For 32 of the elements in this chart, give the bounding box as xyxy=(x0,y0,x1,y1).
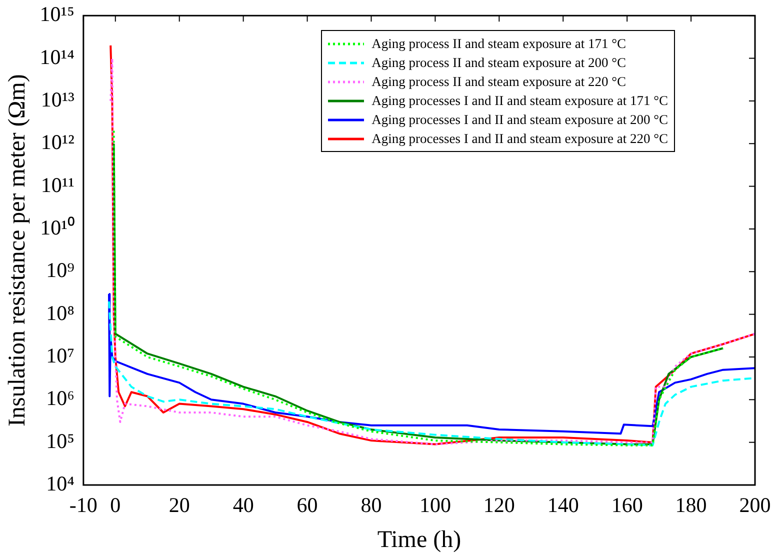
x-tick-label: 100 xyxy=(419,493,451,518)
x-tick-label: 160 xyxy=(611,493,643,518)
x-tick-label: 60 xyxy=(296,493,318,518)
x-tick-label: 0 xyxy=(110,493,121,518)
y-tick-label: 10¹³ xyxy=(40,87,74,112)
legend-label: Aging process II and steam exposure at 171 °C xyxy=(372,35,626,53)
x-tick-label: 120 xyxy=(483,493,515,518)
x-tick-label: 80 xyxy=(360,493,382,518)
legend-label: Aging processes I and II and steam exposure at 171 °C xyxy=(372,92,668,110)
legend-label: Aging processes I and II and steam exposure at 200 °C xyxy=(372,111,668,129)
legend-label: Aging process II and steam exposure at 200 °C xyxy=(372,54,626,72)
legend-label: Aging process II and steam exposure at 220 °C xyxy=(372,73,626,91)
y-tick-label: 10¹⁴ xyxy=(40,44,74,69)
x-tick-label: 20 xyxy=(168,493,190,518)
x-tick-label: 40 xyxy=(232,493,254,518)
y-tick-label: 10¹² xyxy=(40,130,74,154)
x-tick-label: 140 xyxy=(547,493,579,518)
x-tick-label: 200 xyxy=(739,493,771,518)
y-tick-label: 10⁷ xyxy=(46,343,74,368)
legend-label: Aging processes I and II and steam exposure at 220 °C xyxy=(372,130,668,148)
x-tick-label: -10 xyxy=(69,493,98,518)
y-tick-label: 10¹⁵ xyxy=(40,2,74,26)
y-tick-label: 10⁶ xyxy=(46,386,74,410)
y-tick-label: 10⁹ xyxy=(46,258,74,282)
y-tick-label: 10¹¹ xyxy=(40,172,74,197)
y-tick-label: 10⁵ xyxy=(46,428,74,453)
y-tick-label: 10¹⁰ xyxy=(40,215,74,240)
x-axis-title: Time (h) xyxy=(377,526,462,553)
y-tick-label: 10⁸ xyxy=(46,300,74,325)
y-axis-title: Insulation resistance per meter (Ωm) xyxy=(4,74,31,426)
x-tick-label: 180 xyxy=(675,493,707,518)
y-tick-label: 10⁴ xyxy=(46,472,74,496)
